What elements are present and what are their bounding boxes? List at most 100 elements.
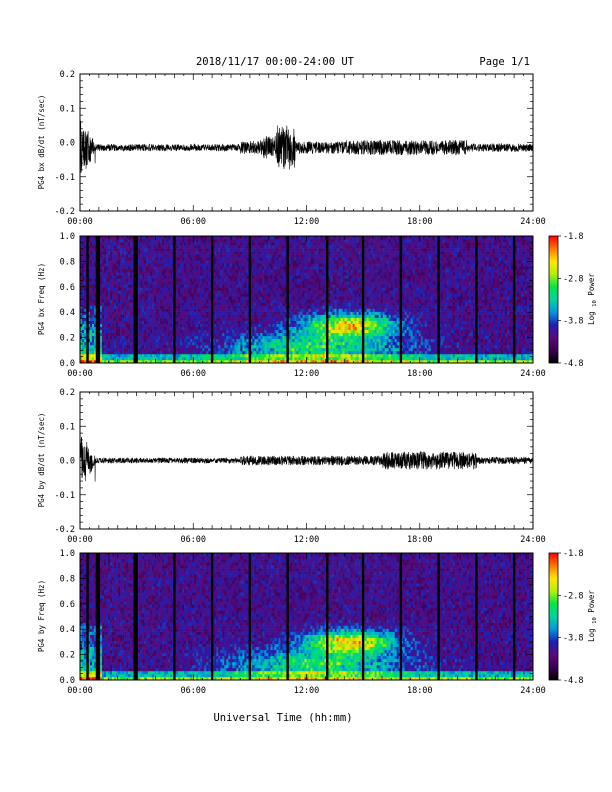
heatmap-cell [170, 263, 172, 266]
heatmap-cell [216, 342, 218, 345]
heatmap-cell [274, 330, 276, 333]
heatmap-cell [202, 333, 204, 336]
heatmap-cell [166, 336, 168, 339]
heatmap-cell [106, 248, 108, 251]
heatmap-cell [142, 354, 144, 357]
heatmap-cell [228, 257, 230, 260]
heatmap-cell [264, 254, 266, 257]
heatmap-cell [168, 287, 170, 290]
heatmap-cell [238, 312, 240, 315]
heatmap-cell [192, 336, 194, 339]
heatmap-cell [188, 287, 190, 290]
heatmap-cell [200, 312, 202, 315]
heatmap-cell [150, 330, 152, 333]
heatmap-cell [166, 290, 168, 293]
heatmap-cell [272, 290, 274, 293]
heatmap-cell [278, 293, 280, 296]
heatmap-cell [226, 333, 228, 336]
heatmap-cell [258, 342, 260, 345]
heatmap-cell [192, 269, 194, 272]
heatmap-cell [216, 354, 218, 357]
heatmap-cell [214, 324, 216, 327]
heatmap-cell [126, 348, 128, 351]
heatmap-cell [290, 342, 292, 345]
heatmap-cell [198, 257, 200, 260]
heatmap-cell [296, 336, 298, 339]
heatmap-cell [142, 257, 144, 260]
heatmap-cell [198, 278, 200, 281]
heatmap-cell [252, 284, 254, 287]
heatmap-cell [82, 284, 84, 287]
heatmap-cell [154, 254, 156, 257]
heatmap-cell [142, 284, 144, 287]
heatmap-cell [148, 312, 150, 315]
heatmap-cell [224, 296, 226, 299]
heatmap-cell [126, 239, 128, 242]
heatmap-cell [162, 260, 164, 263]
heatmap-cell [264, 324, 266, 327]
heatmap-cell [104, 245, 106, 248]
heatmap-cell [268, 336, 270, 339]
heatmap-cell [222, 348, 224, 351]
heatmap-cell [156, 324, 158, 327]
heatmap-cell [244, 242, 246, 245]
heatmap-cell [118, 354, 120, 357]
heatmap-cell [178, 321, 180, 324]
heatmap-cell [170, 239, 172, 242]
heatmap-cell [206, 357, 208, 360]
heatmap-cell [104, 251, 106, 254]
heatmap-cell [166, 260, 168, 263]
heatmap-cell [180, 312, 182, 315]
heatmap-cell [292, 248, 294, 251]
heatmap-cell [292, 318, 294, 321]
heatmap-cell [176, 272, 178, 275]
heatmap-cell [142, 275, 144, 278]
heatmap-cell [114, 351, 116, 354]
heatmap-cell [158, 336, 160, 339]
heatmap-cell [232, 281, 234, 284]
heatmap-cell [309, 272, 311, 275]
heatmap-cell [216, 357, 218, 360]
heatmap-cell [126, 321, 128, 324]
heatmap-cell [180, 342, 182, 345]
heatmap-cell [108, 269, 110, 272]
heatmap-cell [240, 239, 242, 242]
heatmap-cell [158, 260, 160, 263]
heatmap-cell [208, 300, 210, 303]
heatmap-cell [168, 318, 170, 321]
heatmap-cell [266, 245, 268, 248]
heatmap-cell [220, 260, 222, 263]
heatmap-cell [114, 345, 116, 348]
heatmap-cell [130, 266, 132, 269]
heatmap-cell [184, 315, 186, 318]
heatmap-cell [206, 275, 208, 278]
heatmap-cell [176, 284, 178, 287]
heatmap-cell [168, 348, 170, 351]
heatmap-cell [228, 245, 230, 248]
heatmap-cell [218, 263, 220, 266]
heatmap-cell [166, 315, 168, 318]
heatmap-cell [118, 342, 120, 345]
heatmap-cell [158, 348, 160, 351]
heatmap-cell [180, 315, 182, 318]
heatmap-cell [282, 284, 284, 287]
heatmap-cell [200, 318, 202, 321]
heatmap-cell [292, 342, 294, 345]
heatmap-cell [154, 263, 156, 266]
heatmap-cell [110, 354, 112, 357]
heatmap-cell [214, 272, 216, 275]
heatmap-cell [236, 315, 238, 318]
heatmap-cell [254, 296, 256, 299]
heatmap-cell [112, 309, 114, 312]
heatmap-cell [228, 336, 230, 339]
heatmap-cell [178, 242, 180, 245]
heatmap-cell [108, 336, 110, 339]
heatmap-cell [182, 306, 184, 309]
heatmap-cell [166, 342, 168, 345]
heatmap-cell [242, 330, 244, 333]
heatmap-cell [150, 278, 152, 281]
heatmap-cell [238, 254, 240, 257]
heatmap-cell [114, 324, 116, 327]
heatmap-cell [160, 290, 162, 293]
heatmap-cell [140, 254, 142, 257]
